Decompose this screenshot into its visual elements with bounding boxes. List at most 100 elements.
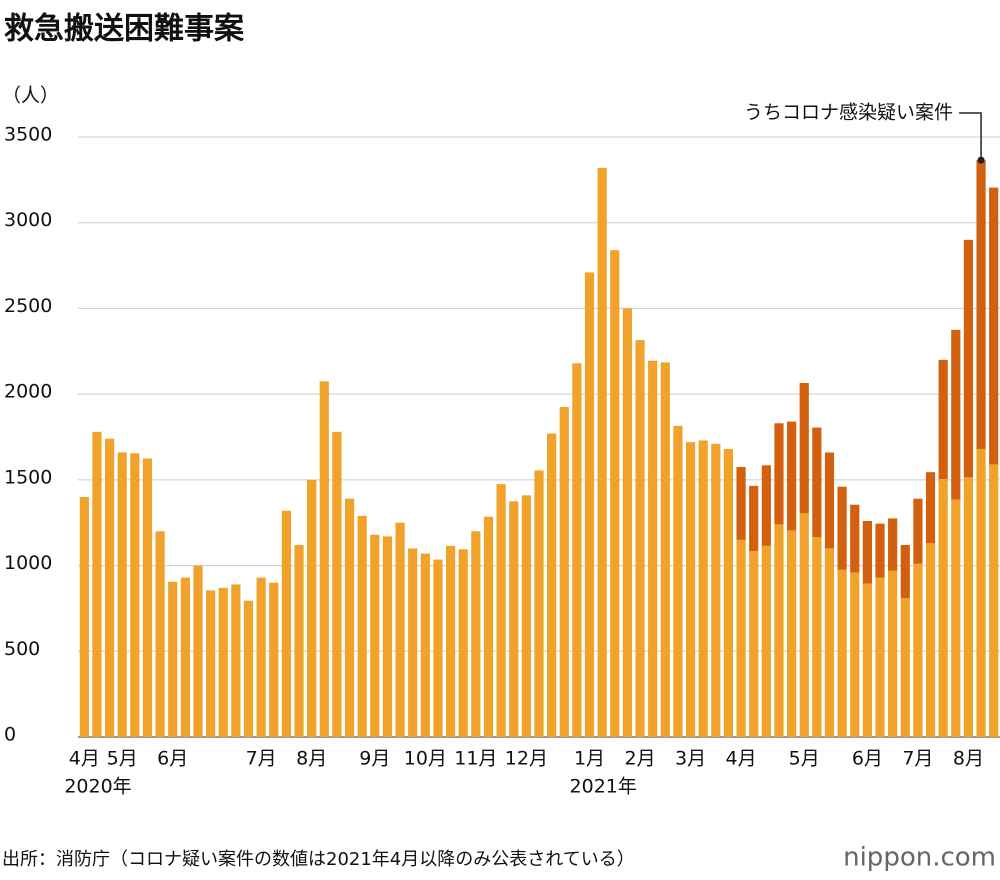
bar-segment xyxy=(243,600,254,737)
bar-segment xyxy=(963,239,974,478)
bar-segment xyxy=(711,443,721,737)
bar-segment xyxy=(319,381,329,737)
bar-segment xyxy=(180,577,190,737)
y-tick-label: 1000 xyxy=(4,552,52,574)
leader-dot xyxy=(977,156,985,164)
bar-segment xyxy=(799,513,809,737)
x-tick-label: 6月 xyxy=(852,748,883,770)
x-tick-label: 7月 xyxy=(246,748,277,770)
bar-segment xyxy=(850,572,860,737)
source: 出所：消防庁（コロナ疑い案件の数値は2021年4月以降のみ公表されている） xyxy=(2,849,635,870)
bar-segment xyxy=(420,553,430,737)
y-tick-label: 2000 xyxy=(4,381,52,403)
bar-segment xyxy=(281,510,291,737)
bar-segment xyxy=(888,518,898,571)
bar-segment xyxy=(862,521,872,584)
y-tick-label: 3500 xyxy=(4,124,52,146)
bar-segment xyxy=(610,250,620,737)
bar-segment xyxy=(787,421,797,531)
bar-segment xyxy=(218,587,228,737)
bar-segment xyxy=(875,577,885,737)
x-sublabel: 2020年 xyxy=(64,776,131,798)
bar-segment xyxy=(155,531,165,737)
bar-segment xyxy=(395,522,405,737)
bar-segment xyxy=(597,167,607,737)
y-tick-label: 1500 xyxy=(4,466,52,488)
bar-segment xyxy=(130,453,140,737)
bar-segment xyxy=(483,516,494,737)
bar-segment xyxy=(408,548,418,737)
bar-segment xyxy=(357,515,367,737)
bar-segment xyxy=(837,569,847,737)
bar-segment xyxy=(824,452,835,549)
x-tick-label: 7月 xyxy=(902,748,933,770)
bar-segment xyxy=(862,583,872,737)
bar-segment xyxy=(584,272,595,737)
bar-segment xyxy=(458,549,468,737)
bar-segment xyxy=(723,449,734,737)
bar-segment xyxy=(685,442,696,737)
bar-segment xyxy=(812,537,822,737)
x-tick-label: 3月 xyxy=(675,748,706,770)
bar-segment xyxy=(104,438,115,737)
bar-segment xyxy=(231,584,241,737)
bar-segment xyxy=(445,545,456,737)
bar-segment xyxy=(660,362,670,737)
bar-segment xyxy=(888,570,898,737)
y-tick-label: 500 xyxy=(4,638,40,660)
x-sublabel: 2021年 xyxy=(570,776,637,798)
bar-segment xyxy=(269,582,279,737)
bar-segment xyxy=(256,577,266,737)
x-tick-label: 5月 xyxy=(107,748,138,770)
bar-segment xyxy=(812,427,822,538)
bar-segment xyxy=(534,470,544,737)
bar-segment xyxy=(559,407,569,737)
bar-segment xyxy=(963,477,974,737)
bar-segment xyxy=(294,545,304,737)
bar-segment xyxy=(749,551,759,737)
bar-segment xyxy=(332,431,342,737)
bar-segment xyxy=(925,543,936,737)
bar-segment xyxy=(572,363,582,737)
bar-segment xyxy=(622,308,633,737)
bar-segment xyxy=(496,484,506,737)
chart-title: 救急搬送困難事案 xyxy=(4,12,245,47)
bar-segment xyxy=(92,431,102,737)
bar-segment xyxy=(913,498,923,564)
x-tick-label: 11月 xyxy=(454,748,497,770)
bar-segment xyxy=(925,472,936,544)
bar-segment xyxy=(673,425,683,737)
bar-segment xyxy=(168,581,178,737)
y-tick-label: 3000 xyxy=(4,209,52,231)
x-tick-label: 6月 xyxy=(157,748,188,770)
x-tick-label: 4月 xyxy=(69,748,100,770)
bar-segment xyxy=(736,539,746,737)
leader-line xyxy=(959,112,982,161)
bar-segment xyxy=(79,497,89,737)
bar-segment xyxy=(774,423,784,525)
bar-segment xyxy=(193,565,203,737)
brand: nippon.com xyxy=(843,843,996,873)
bar-segment xyxy=(837,486,847,570)
bar-segment xyxy=(382,536,393,737)
bar-segment xyxy=(799,383,809,514)
x-tick-label: 8月 xyxy=(953,748,984,770)
bar-segment xyxy=(913,563,923,737)
bar-segment xyxy=(509,501,519,737)
bar-segment xyxy=(142,458,153,737)
bar-segment xyxy=(749,485,759,551)
bar-segment xyxy=(648,360,658,737)
bar-segment xyxy=(635,340,645,737)
x-tick-label: 9月 xyxy=(359,748,390,770)
bar-segment xyxy=(989,187,999,465)
bar-segment xyxy=(787,530,797,737)
bar-segment xyxy=(976,449,986,737)
bar-segment xyxy=(307,479,317,737)
bar-segment xyxy=(951,329,961,500)
x-tick-label: 12月 xyxy=(505,748,548,770)
bar-segment xyxy=(900,598,910,737)
y-tick-label: 2500 xyxy=(4,295,52,317)
y-tick-label: 0 xyxy=(4,724,16,746)
bar-segment xyxy=(433,559,443,737)
